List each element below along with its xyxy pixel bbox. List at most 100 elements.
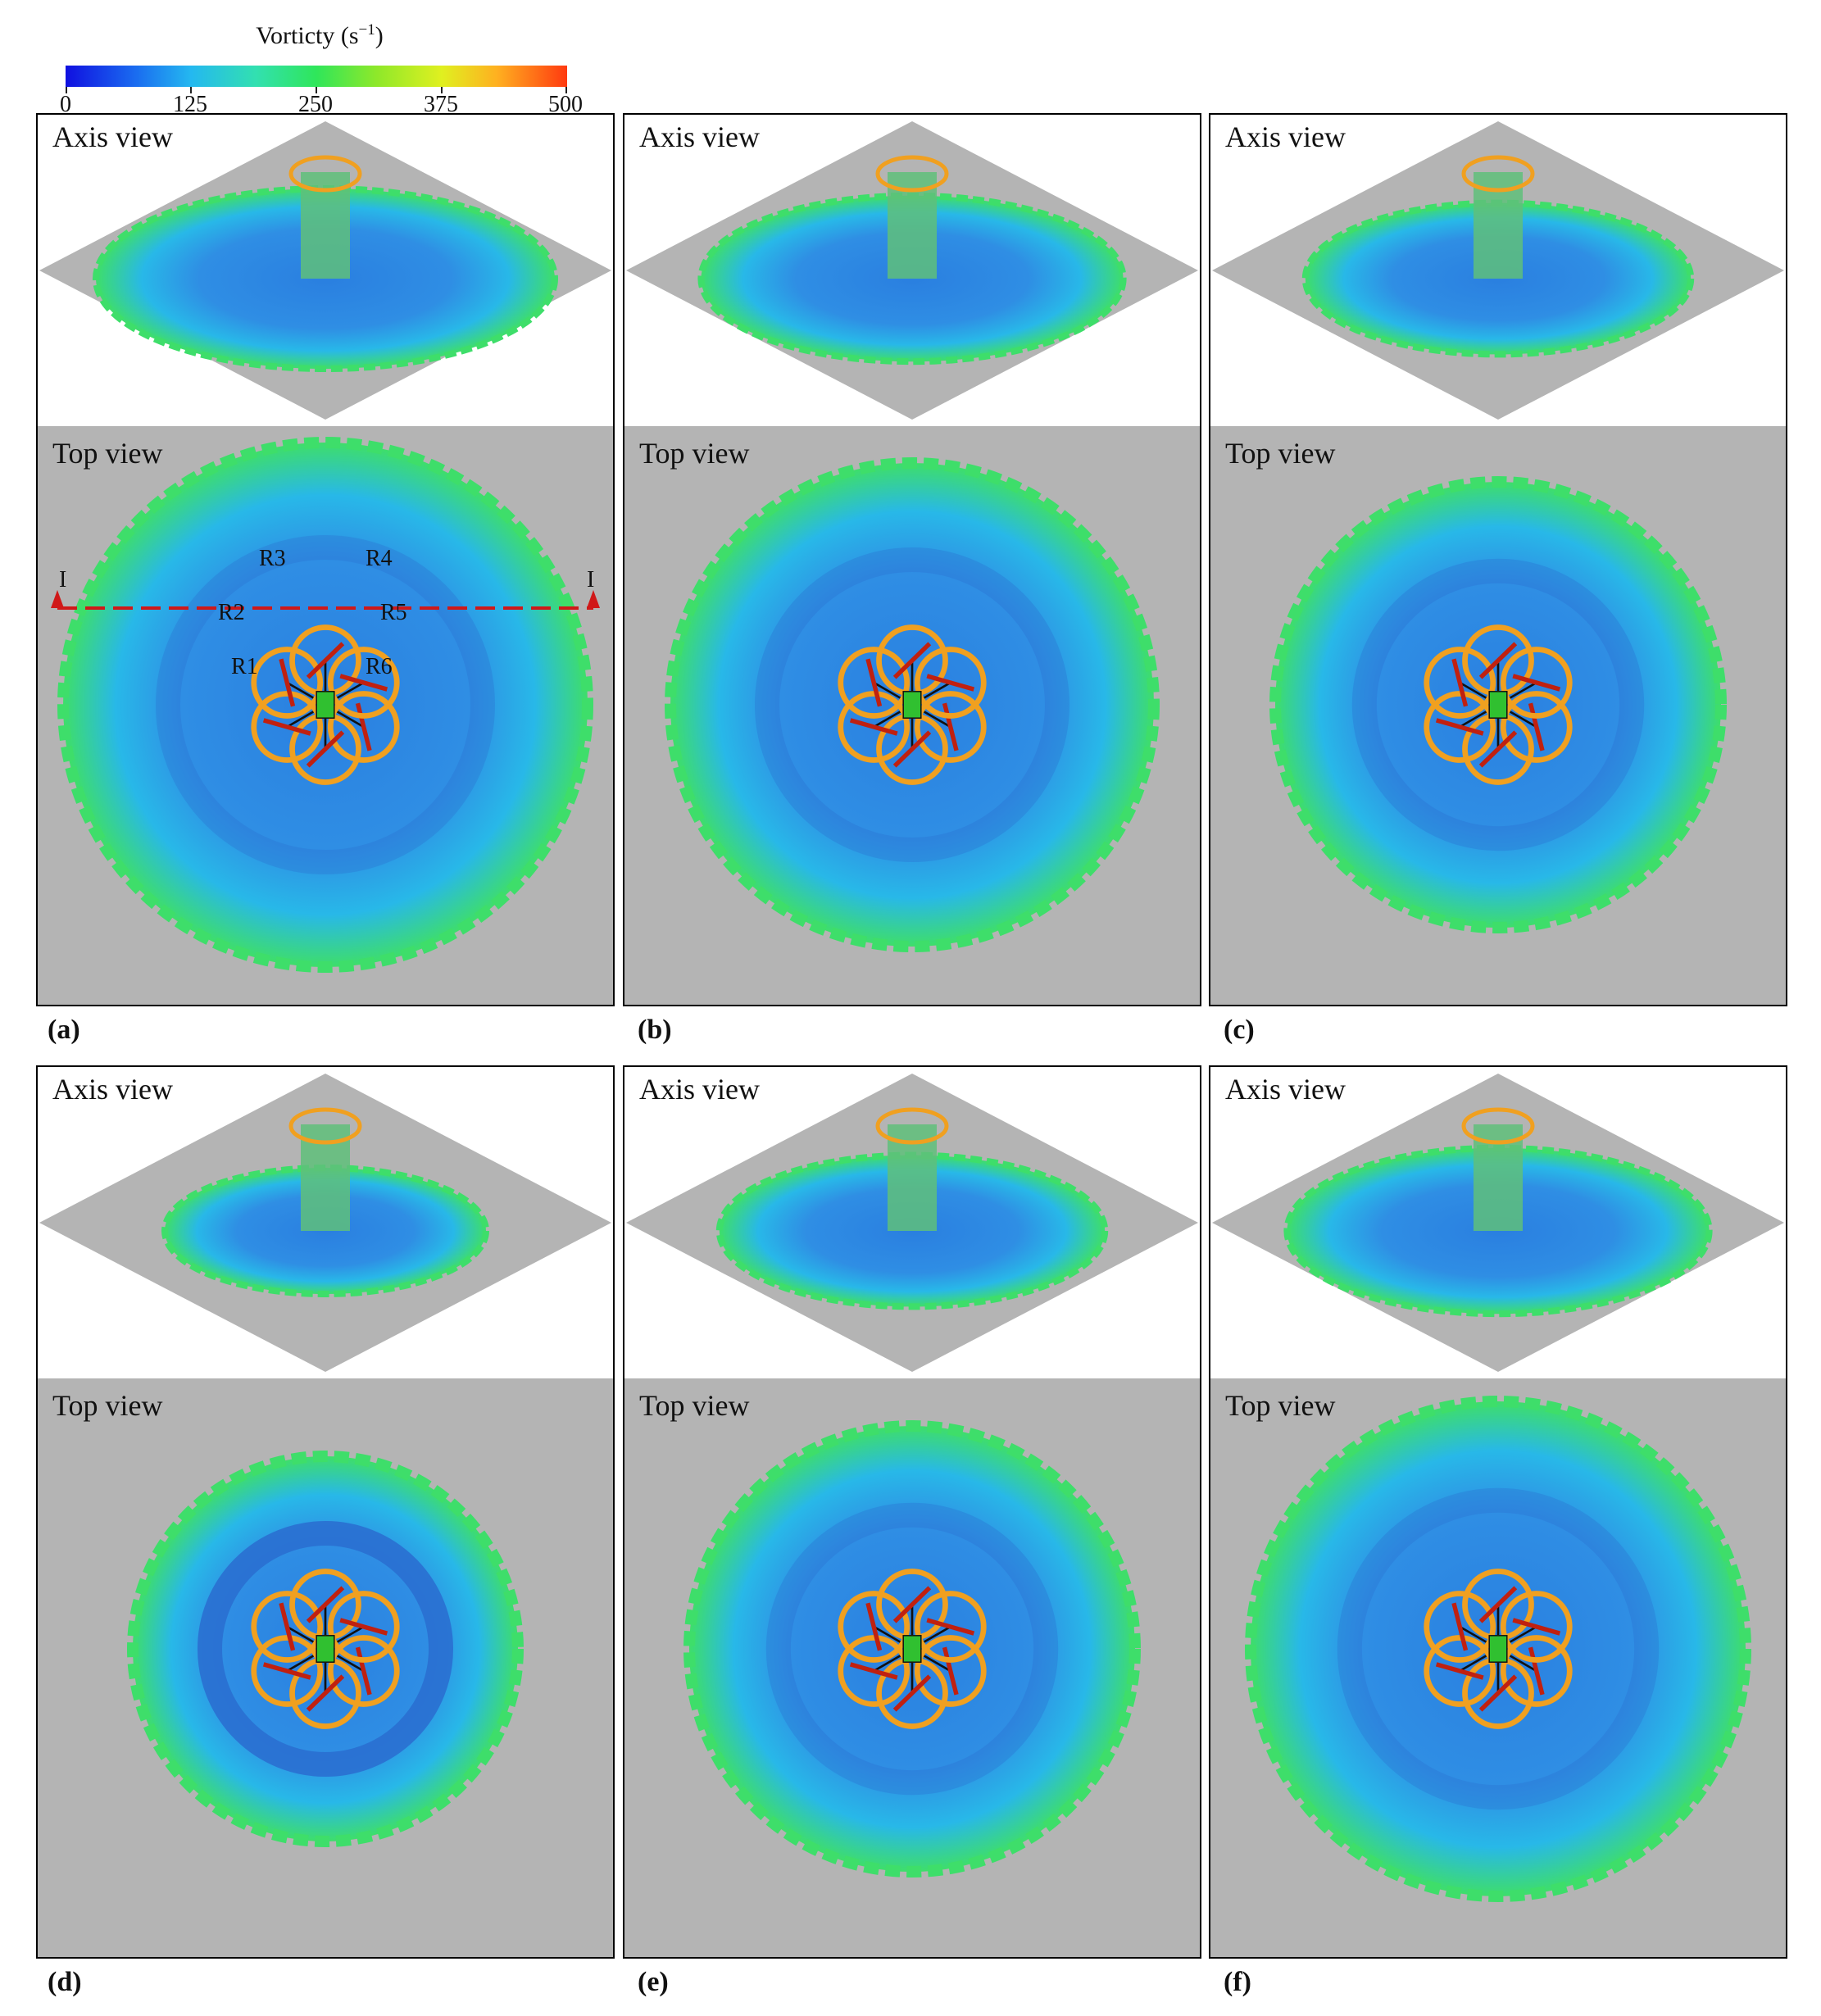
rotor-outline: [1461, 155, 1535, 193]
rotor-assembly: [251, 624, 400, 785]
wake-inner-ring: [156, 535, 495, 874]
rotor-disk: [838, 691, 910, 763]
top-view-render: [683, 1420, 1141, 1878]
rotor-disk: [327, 1635, 400, 1707]
axis-view-render: [1212, 1074, 1784, 1372]
colorbar-tick-label: 250: [298, 92, 333, 117]
rotor-disk: [1500, 1591, 1573, 1663]
rotor-label-4: R4: [366, 546, 393, 571]
colorbar-tick-label: 375: [424, 92, 458, 117]
rotor-disk: [1424, 1635, 1496, 1707]
figure-panel: Axis view Top view: [1209, 1065, 1787, 1959]
colorbar-tick: [190, 87, 192, 93]
rotor-assembly: [838, 1569, 987, 1729]
rotor-blade: [306, 1674, 345, 1712]
rotor-blade: [279, 1602, 296, 1651]
top-view-label: Top view: [52, 437, 163, 470]
rotor-outline: [288, 155, 362, 193]
rotor-blade: [865, 658, 883, 707]
rotor-disk: [914, 691, 987, 763]
rotor-assembly: [1424, 1569, 1573, 1729]
rotor-assembly: [838, 624, 987, 785]
top-view-label: Top view: [52, 1389, 163, 1422]
rotor-disk: [838, 1591, 910, 1663]
section-arrow-right: [587, 590, 600, 608]
rotor-blade: [1478, 730, 1518, 768]
vorticity-colorbar: Vorticty (s−1) 0 125 250 375 500: [49, 16, 590, 117]
colorbar-tick-label: 500: [548, 92, 583, 117]
rotor-blade: [1528, 702, 1545, 751]
wake-inner-ring: [1351, 558, 1645, 851]
section-arrow-left: [51, 590, 64, 608]
rotor-blade: [1512, 1618, 1561, 1636]
rotor-blade: [892, 1674, 932, 1712]
rotor-label-5: R5: [380, 600, 407, 625]
rotor-disk: [914, 647, 987, 719]
rotor-outline: [1461, 1107, 1535, 1145]
axis-view-label: Axis view: [52, 120, 173, 153]
top-view-render: [1269, 476, 1727, 933]
rotor-label-3: R3: [259, 546, 286, 571]
rotor-outline: [288, 1107, 362, 1145]
rotor-disk: [1500, 691, 1573, 763]
top-view-label: Top view: [639, 1389, 750, 1422]
rotor-disk: [251, 647, 324, 719]
rotor-outline: [875, 155, 949, 193]
section-marker-right: I: [587, 567, 594, 593]
rotor-outline: [875, 1107, 949, 1145]
axis-view-render: [626, 121, 1198, 420]
rotor-blade: [1512, 674, 1561, 692]
rotor-blade: [355, 1646, 372, 1696]
colorbar-tick-label: 0: [60, 92, 71, 117]
axis-view-label: Axis view: [639, 120, 760, 153]
colorbar-tick: [441, 87, 443, 93]
drone-body: [316, 691, 335, 719]
rotor-blade: [942, 1646, 959, 1696]
rotor-blade: [1435, 1662, 1484, 1680]
rotor-blade: [892, 642, 932, 679]
wake-inner-ring: [1337, 1487, 1660, 1810]
rotor-disk: [251, 1591, 324, 1663]
rotor-disk: [914, 1635, 987, 1707]
rotor-blade: [892, 1586, 932, 1623]
rotor-blade: [865, 1602, 883, 1651]
rotor-label-1: R1: [231, 654, 258, 679]
rotor-blade: [1478, 1586, 1518, 1623]
colorbar-title: Vorticty (s−1): [256, 21, 384, 49]
rotor-blade: [306, 642, 345, 679]
rotor-blade: [1478, 642, 1518, 679]
top-view-render: [127, 1451, 524, 1847]
panel-letter: (b): [638, 1015, 672, 1045]
figure-panel: Axis view Top view: [36, 1065, 615, 1959]
top-view-render: I I R1 R2 R3 R4 R5 R6: [51, 437, 600, 973]
rotor-blade: [926, 1618, 975, 1636]
panel-letter: (c): [1224, 1015, 1255, 1045]
drone-body: [1488, 1635, 1508, 1663]
panel-letter: (e): [638, 1967, 669, 1997]
panel-letter: (a): [48, 1015, 80, 1045]
wake-inner-ring: [198, 1521, 453, 1777]
rotor-blade: [279, 658, 296, 707]
top-view-label: Top view: [639, 437, 750, 470]
drone-body: [316, 1635, 335, 1663]
rotor-blade: [339, 674, 388, 692]
rotor-disk: [1424, 691, 1496, 763]
rotor-disk: [1500, 1635, 1573, 1707]
rotor-assembly: [251, 1569, 400, 1729]
rotor-disk: [838, 1635, 910, 1707]
figure-panel: Axis view Top view: [623, 113, 1201, 1006]
axis-view-label: Axis view: [1225, 120, 1346, 153]
figure-panel: Axis view Top view: [1209, 113, 1787, 1006]
rotor-blade: [262, 718, 311, 736]
axis-view-label: Axis view: [1225, 1073, 1346, 1106]
wake-inner-ring: [755, 547, 1069, 862]
panel-letter: (f): [1224, 1967, 1251, 1997]
rotor-blade: [892, 730, 932, 768]
colorbar-tick-label: 125: [173, 92, 207, 117]
top-view-label: Top view: [1225, 437, 1336, 470]
rotor-blade: [306, 730, 345, 768]
drone-body: [1488, 691, 1508, 719]
axis-view-render: [39, 121, 611, 420]
rotor-assembly: [1424, 624, 1573, 785]
rotor-blade: [262, 1662, 311, 1680]
